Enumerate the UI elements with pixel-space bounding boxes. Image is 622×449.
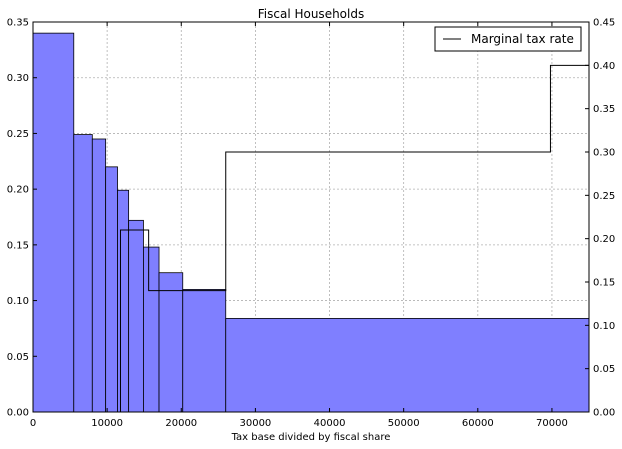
y-tick-label: 0.25 — [7, 129, 29, 140]
histogram-bar — [143, 246, 160, 413]
x-tick-label: 30000 — [239, 418, 271, 429]
y-tick-label: 0.35 — [7, 18, 29, 29]
y-tick-label: 0.10 — [7, 296, 29, 307]
x-tick-label: 70000 — [536, 418, 568, 429]
histogram-bar — [91, 138, 107, 413]
histogram-bar — [32, 32, 75, 413]
histogram-bar — [128, 219, 144, 413]
x-tick-label: 20000 — [165, 418, 197, 429]
y-tick-label: 0.30 — [7, 73, 29, 84]
x-tick-label: 40000 — [314, 418, 346, 429]
y2-tick-label: 0.45 — [593, 18, 615, 29]
y2-tick-label: 0.30 — [593, 148, 615, 159]
y-tick-label: 0.05 — [7, 352, 29, 363]
y-tick-label: 0.15 — [7, 240, 29, 251]
histogram-bar — [117, 189, 130, 413]
legend-label: Marginal tax rate — [471, 32, 574, 46]
y2-tick-label: 0.40 — [593, 61, 615, 72]
x-tick-label: 10000 — [91, 418, 123, 429]
y2-tick-label: 0.10 — [593, 321, 615, 332]
x-tick-label: 50000 — [388, 418, 420, 429]
y-tick-label: 0.20 — [7, 185, 29, 196]
histogram-bar — [73, 134, 93, 413]
histogram-bar — [182, 289, 227, 413]
y2-tick-label: 0.00 — [593, 408, 615, 419]
legend: Marginal tax rate — [434, 26, 582, 52]
histogram-bar — [105, 166, 118, 413]
y2-tick-label: 0.25 — [593, 191, 615, 202]
x-axis-ticks: 0 10000 20000 30000 40000 50000 60000 70000 — [30, 22, 568, 429]
y2-tick-label: 0.35 — [593, 104, 615, 115]
y2-tick-label: 0.05 — [593, 364, 615, 375]
plot-frame — [32, 21, 590, 413]
y-axis-ticks: 0.00 0.05 0.10 0.15 0.20 0.25 0.30 0.35 — [7, 18, 37, 419]
y2-axis-ticks: 0.00 0.05 0.10 0.15 0.20 0.25 0.30 0.35 0.40 0.45 — [585, 18, 615, 419]
histogram-bar — [225, 317, 590, 413]
histogram-bars — [32, 32, 590, 413]
y2-tick-label: 0.15 — [593, 278, 615, 289]
histogram-bar — [158, 272, 184, 413]
y2-tick-label: 0.20 — [593, 234, 615, 245]
x-tick-label: 60000 — [462, 418, 494, 429]
x-tick-label: 0 — [30, 418, 36, 429]
chart-title: Fiscal Households — [258, 7, 364, 21]
x-axis-label: Tax base divided by fiscal share — [231, 432, 391, 443]
y-tick-label: 0.00 — [7, 408, 29, 419]
